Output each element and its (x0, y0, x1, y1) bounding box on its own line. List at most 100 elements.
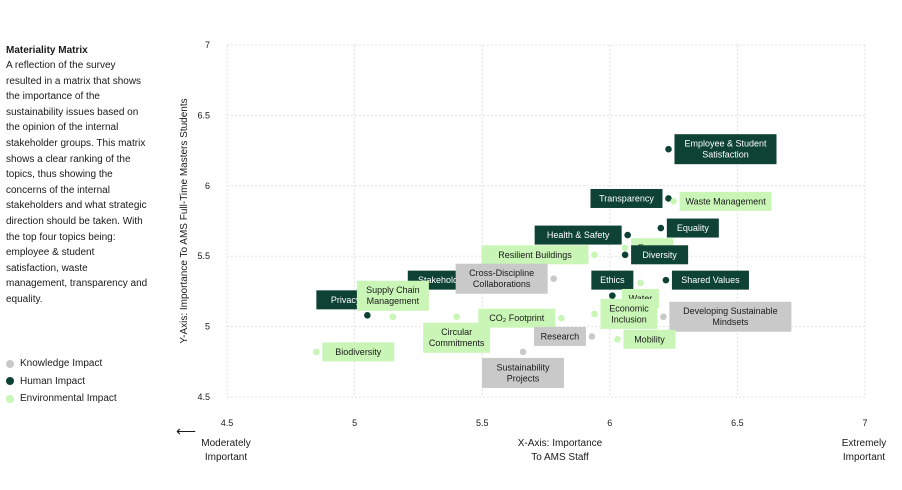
data-point-human-0 (665, 145, 672, 153)
x-axis-low-end-line2: Important (204, 452, 248, 463)
point-label-box-1 (590, 188, 663, 208)
point-label-line: Supply Chain (366, 285, 420, 295)
y-tick-label-3: 6 (205, 181, 210, 191)
data-point-environmental-12 (637, 279, 644, 287)
point-label-box-20 (623, 329, 676, 349)
sidebar-description: A reflection of the survey resulted in a… (6, 60, 148, 305)
point-label-box-16 (478, 308, 556, 328)
data-point-human-1 (665, 195, 672, 202)
point-label-line: Circular (441, 327, 472, 337)
point-label-line: Biodiversity (335, 347, 382, 357)
point-label-16: CO₂ Footprint (489, 313, 545, 323)
data-point-environmental-14 (389, 313, 397, 321)
x-tick-label-1: 5 (352, 418, 357, 428)
data-point-human-7 (621, 251, 629, 259)
point-label-22: Sustainability Projects (497, 362, 551, 383)
legend-label-environmental: Environmental Impact (20, 393, 117, 405)
point-label-9: Cross-Discipline Collaborations (469, 268, 534, 289)
point-label-line: Cross-Discipline (469, 268, 534, 278)
data-point-human-11 (662, 276, 670, 284)
point-label-1: Transparency (599, 193, 654, 203)
point-label-line: Sustainability (497, 362, 551, 372)
point-label-line: Ethics (600, 275, 625, 285)
data-point-knowledge-22 (519, 348, 527, 356)
point-label-line: Transparency (599, 193, 654, 203)
y-tick-label-4: 6.5 (197, 110, 210, 120)
legend-swatch-environmental (6, 394, 14, 403)
point-label-4: Health & Safety (547, 230, 610, 240)
point-label-line: Inclusion (611, 314, 647, 324)
data-point-knowledge-18 (660, 313, 667, 321)
point-label-18: Developing Sustainable Mindsets (683, 306, 778, 327)
point-label-box-4 (534, 225, 622, 245)
data-point-environmental-15 (453, 313, 460, 321)
point-label-line: Mindsets (712, 317, 749, 327)
point-label-line: CO₂ Footprint (489, 313, 545, 323)
y-tick-label-0: 4.5 (197, 392, 210, 402)
point-label-14: Supply Chain Management (366, 285, 420, 306)
point-label-21: Biodiversity (335, 347, 382, 357)
y-tick-label-2: 5.5 (197, 251, 210, 261)
legend-swatch-knowledge (6, 359, 14, 368)
point-label-10: Ethics (600, 275, 625, 285)
data-point-human-13 (364, 312, 371, 319)
x-axis-high-end-label: Extremely Important (826, 437, 902, 465)
x-axis-title: X-Axis: Importance To AMS Staff (500, 437, 620, 465)
point-label-box-0 (674, 134, 777, 165)
x-axis-low-end-line1: Moderately (201, 438, 251, 449)
point-label-line: Shared Values (681, 275, 740, 285)
point-label-17: Economic Inclusion (609, 303, 649, 324)
point-label-line: Resilient Buildings (498, 250, 572, 260)
data-point-environmental-6 (591, 251, 598, 259)
data-point-environmental-5 (621, 244, 629, 252)
point-label-box-18 (669, 301, 792, 332)
point-label-box-14 (356, 280, 429, 311)
x-axis-high-end-line2: Important (842, 452, 886, 463)
legend: Knowledge Impact Human Impact Environmen… (6, 355, 166, 408)
point-label-line: Developing Sustainable (683, 306, 778, 316)
legend-swatch-human (6, 377, 14, 386)
point-label-line: Mobility (634, 334, 665, 344)
legend-item-knowledge: Knowledge Impact (6, 355, 166, 373)
point-label-box-7 (631, 245, 689, 265)
sidebar: Materiality Matrix A reflection of the s… (6, 44, 148, 308)
point-label-box-19 (533, 326, 586, 346)
x-tick-label-3: 6 (607, 418, 612, 428)
y-tick-label-1: 5 (205, 322, 210, 332)
point-label-line: Economic (609, 303, 649, 313)
point-label-line: Diversity (642, 250, 677, 260)
point-label-line: Management (367, 296, 420, 306)
data-point-environmental-17 (591, 310, 598, 318)
data-point-knowledge-9 (550, 275, 557, 283)
point-label-12: Water (629, 293, 653, 303)
legend-item-environmental: Environmental Impact (6, 390, 166, 408)
point-label-19: Research (541, 331, 580, 341)
point-label-box-10 (591, 270, 634, 290)
data-point-environmental-20 (614, 335, 621, 343)
y-axis-title: Y-Axis: Importance To AMS Full-Time Mast… (179, 98, 190, 343)
data-point-human-3 (657, 224, 665, 232)
point-label-line: Equality (677, 223, 710, 233)
legend-label-knowledge: Knowledge Impact (20, 358, 103, 370)
point-label-11: Shared Values (681, 275, 740, 285)
point-label-line: Health & Safety (547, 230, 610, 240)
x-axis-title-line2: To AMS Staff (531, 452, 589, 463)
x-tick-label-0: 4.5 (221, 418, 234, 428)
point-label-box-21 (322, 342, 395, 362)
x-axis-high-end-line1: Extremely (841, 438, 887, 449)
point-label-box-17 (600, 298, 658, 329)
legend-label-human: Human Impact (20, 375, 86, 387)
point-label-line: Projects (507, 373, 540, 383)
point-label-7: Diversity (642, 250, 677, 260)
point-label-2: Waste Management (685, 196, 766, 206)
data-point-environmental-16 (558, 314, 565, 322)
point-label-line: Satisfaction (702, 150, 749, 160)
point-label-box-22 (482, 357, 565, 388)
point-label-box-15 (423, 322, 491, 353)
x-axis-title-line1: X-Axis: Importance (517, 438, 603, 449)
x-tick-label-4: 6.5 (731, 418, 744, 428)
point-label-line: Water (629, 293, 653, 303)
data-point-human-10 (609, 292, 616, 299)
point-label-box-3 (666, 218, 719, 238)
